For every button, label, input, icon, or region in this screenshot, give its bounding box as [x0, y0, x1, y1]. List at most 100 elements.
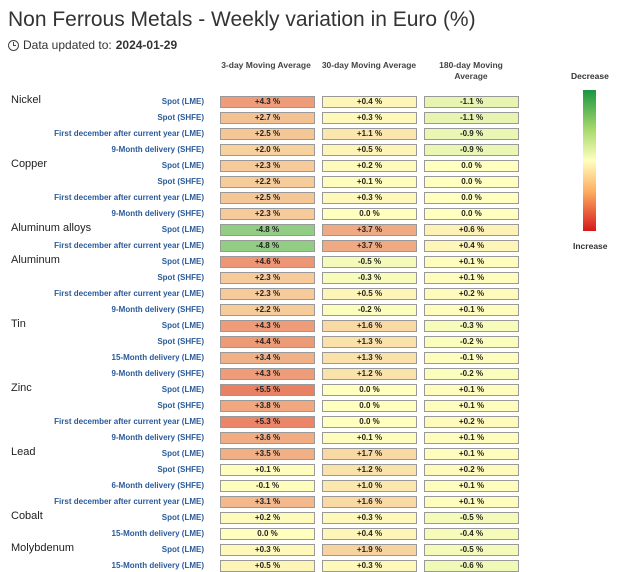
metal-group-label: Aluminum alloys	[11, 222, 92, 234]
heatmap-cell: 0.0 %	[424, 160, 519, 172]
updated-date: 2024-01-29	[115, 38, 178, 52]
heatmap-cell: 0.0 %	[424, 192, 519, 204]
heatmap-cell: +0.2 %	[424, 416, 519, 428]
row-label: Spot (LME)	[161, 257, 204, 266]
heatmap-cell: +4.3 %	[220, 368, 315, 380]
heatmap-cell: -0.6 %	[424, 560, 519, 572]
heatmap-cell: -0.2 %	[424, 336, 519, 348]
heatmap-cell: +0.3 %	[322, 112, 417, 124]
heatmap-cell: +0.4 %	[424, 240, 519, 252]
metal-group-label: Tin	[11, 318, 26, 330]
heatmap-cell: +0.1 %	[424, 480, 519, 492]
heatmap-cell: +4.4 %	[220, 336, 315, 348]
heatmap-cell: 0.0 %	[220, 528, 315, 540]
heatmap-cell: +3.7 %	[322, 224, 417, 236]
row-label: 9-Month delivery (SHFE)	[111, 145, 204, 154]
row-label: First december after current year (LME)	[54, 417, 204, 426]
heatmap-cell: +1.7 %	[322, 448, 417, 460]
heatmap-cell: 0.0 %	[322, 208, 417, 220]
heatmap-cell: 0.0 %	[322, 416, 417, 428]
heatmap-cell: -0.4 %	[424, 528, 519, 540]
row-label: 9-Month delivery (SHFE)	[111, 209, 204, 218]
heatmap-cell: +1.1 %	[322, 128, 417, 140]
row-label: First december after current year (LME)	[54, 289, 204, 298]
heatmap-cell: 0.0 %	[424, 176, 519, 188]
row-label: Spot (SHFE)	[157, 273, 204, 282]
metal-group-label: Zinc	[11, 382, 32, 394]
heatmap-cell: -0.9 %	[424, 128, 519, 140]
row-label: Spot (SHFE)	[157, 113, 204, 122]
row-label: Spot (LME)	[161, 545, 204, 554]
heatmap-cell: +0.3 %	[322, 560, 417, 572]
row-label: First december after current year (LME)	[54, 497, 204, 506]
heatmap-cell: +1.6 %	[322, 496, 417, 508]
heatmap-cell: +0.5 %	[220, 560, 315, 572]
heatmap-cell: +3.7 %	[322, 240, 417, 252]
heatmap-cell: +4.3 %	[220, 320, 315, 332]
row-label: 15-Month delivery (LME)	[111, 529, 204, 538]
row-label: Spot (LME)	[161, 97, 204, 106]
heatmap-cell: +2.2 %	[220, 304, 315, 316]
heatmap-cell: +0.1 %	[424, 384, 519, 396]
heatmap-cell: +3.5 %	[220, 448, 315, 460]
heatmap-cell: +1.6 %	[322, 320, 417, 332]
heatmap-cell: +2.5 %	[220, 128, 315, 140]
row-label: Spot (LME)	[161, 161, 204, 170]
heatmap-cell: +0.4 %	[322, 528, 417, 540]
heatmap-cell: -0.2 %	[424, 368, 519, 380]
metal-group-label: Copper	[11, 158, 48, 170]
heatmap-cell: +0.1 %	[424, 496, 519, 508]
column-header-30day: 30-day Moving Average	[321, 60, 417, 70]
metal-group-label: Nickel	[11, 94, 41, 106]
legend-increase-label: Increase	[573, 241, 608, 251]
heatmap-cell: +0.1 %	[424, 400, 519, 412]
updated-label: Data updated to:	[23, 38, 112, 52]
chart-title: Non Ferrous Metals - Weekly variation in…	[8, 8, 476, 31]
row-label: 6-Month delivery (SHFE)	[111, 481, 204, 490]
heatmap-cell: +2.3 %	[220, 288, 315, 300]
row-label: Spot (LME)	[161, 513, 204, 522]
heatmap-cell: +2.2 %	[220, 176, 315, 188]
heatmap-cell: +0.6 %	[424, 224, 519, 236]
heatmap-cell: -4.8 %	[220, 224, 315, 236]
heatmap-cell: +2.3 %	[220, 208, 315, 220]
heatmap-cell: +0.1 %	[322, 176, 417, 188]
heatmap-cell: +0.1 %	[424, 304, 519, 316]
heatmap-cell: 0.0 %	[424, 208, 519, 220]
row-label: Spot (SHFE)	[157, 465, 204, 474]
heatmap-cell: +2.3 %	[220, 160, 315, 172]
row-label: First december after current year (LME)	[54, 193, 204, 202]
metal-group-label: Aluminum	[11, 254, 60, 266]
row-label: Spot (LME)	[161, 385, 204, 394]
heatmap-cell: +2.5 %	[220, 192, 315, 204]
color-scale-legend	[583, 90, 596, 231]
heatmap-cell: +0.2 %	[424, 464, 519, 476]
heatmap-cell: +1.9 %	[322, 544, 417, 556]
heatmap-cell: +0.3 %	[220, 544, 315, 556]
heatmap-cell: -0.9 %	[424, 144, 519, 156]
metal-group-label: Cobalt	[11, 510, 43, 522]
heatmap-cell: +5.3 %	[220, 416, 315, 428]
heatmap-cell: +0.2 %	[424, 288, 519, 300]
heatmap-cell: 0.0 %	[322, 400, 417, 412]
heatmap-cell: +3.6 %	[220, 432, 315, 444]
heatmap-cell: +1.3 %	[322, 352, 417, 364]
heatmap-cell: +0.5 %	[322, 288, 417, 300]
heatmap-cell: +5.5 %	[220, 384, 315, 396]
heatmap-cell: -0.2 %	[322, 304, 417, 316]
heatmap-cell: +0.1 %	[424, 272, 519, 284]
row-label: 15-Month delivery (LME)	[111, 561, 204, 570]
heatmap-cell: +0.3 %	[322, 192, 417, 204]
row-label: Spot (SHFE)	[157, 177, 204, 186]
heatmap-cell: +0.1 %	[424, 432, 519, 444]
column-header-180day: 180-day Moving Average	[439, 60, 503, 81]
heatmap-cell: +1.2 %	[322, 464, 417, 476]
heatmap-cell: -0.5 %	[322, 256, 417, 268]
heatmap-cell: +3.1 %	[220, 496, 315, 508]
heatmap-cell: -4.8 %	[220, 240, 315, 252]
row-label: Spot (LME)	[161, 449, 204, 458]
row-label: First december after current year (LME)	[54, 129, 204, 138]
row-label: 9-Month delivery (SHFE)	[111, 305, 204, 314]
heatmap-cell: -0.1 %	[424, 352, 519, 364]
heatmap-cell: +0.1 %	[424, 256, 519, 268]
